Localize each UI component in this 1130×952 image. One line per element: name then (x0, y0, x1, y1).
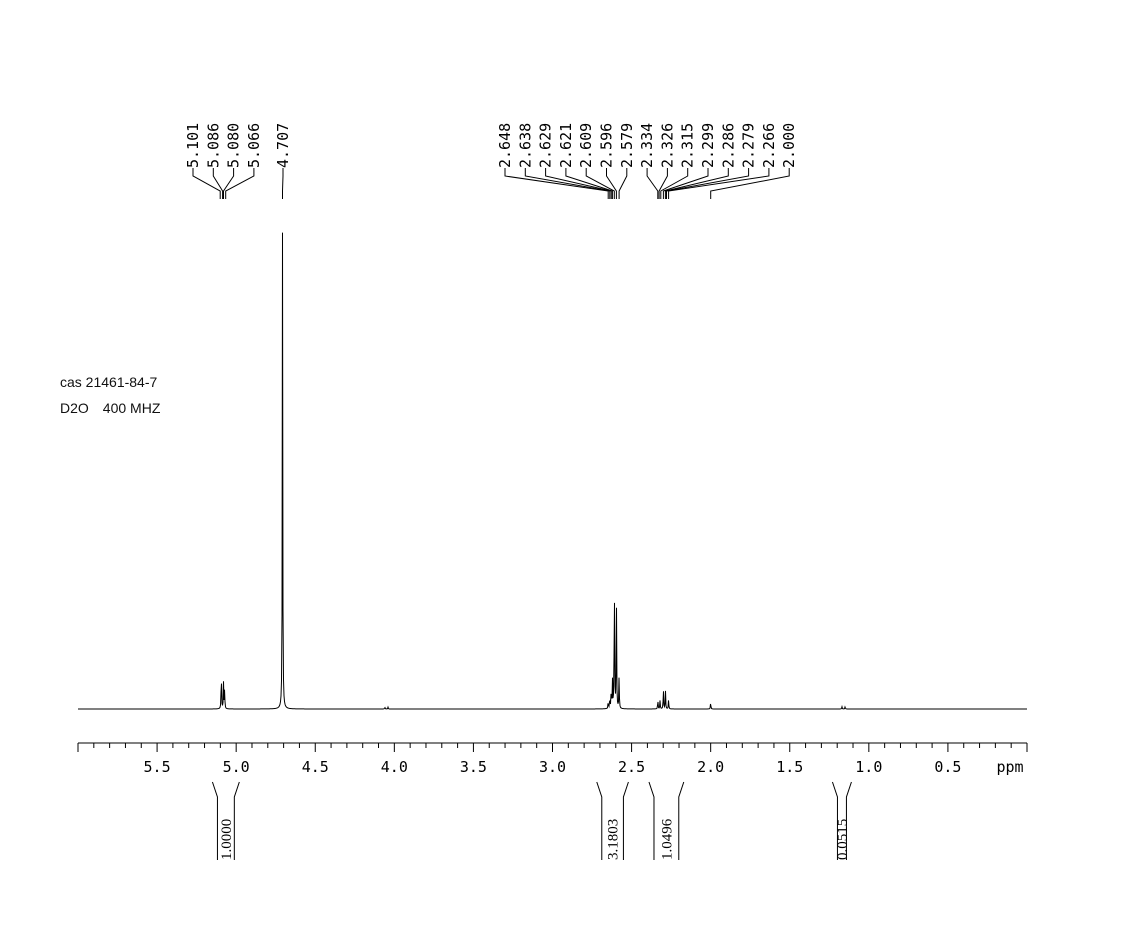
x-tick-label: 2.5 (618, 758, 645, 776)
peak-label: 2.621 (557, 123, 575, 168)
x-axis-unit-label: ppm (996, 758, 1023, 776)
peak-label-leader (524, 168, 611, 199)
x-tick-label: 0.5 (934, 758, 961, 776)
x-tick-label: 1.5 (776, 758, 803, 776)
peak-label-group: 5.101 5.086 5.080 5.066 4.707 2.648 2.638 2.629… (184, 123, 798, 199)
peak-label-leader (282, 168, 284, 199)
ppm-axis: 5.5 5.0 4.5 4.0 3.5 3.0 2.5 2.0 1.5 1.0 0.5 ppm (77, 742, 1028, 776)
peak-label-leader (666, 168, 750, 199)
peak-label: 2.579 (618, 123, 636, 168)
peak-label: 5.066 (245, 123, 263, 168)
peak-label: 2.000 (780, 123, 798, 168)
integral-value: 1.0496 (659, 818, 675, 860)
peak-label-leader (618, 168, 628, 199)
integral-bracket-left (648, 781, 655, 860)
peak-label: 2.279 (740, 123, 758, 168)
integral-bracket-left (211, 781, 218, 860)
peak-label-leader (606, 168, 617, 199)
x-tick-label: 5.5 (144, 758, 171, 776)
integral-bracket-right (233, 781, 240, 860)
peak-label: 2.629 (537, 123, 555, 168)
peak-label-leader (668, 168, 770, 199)
peak-label-leader (192, 168, 221, 199)
peak-label: 2.596 (598, 123, 616, 168)
x-tick-label: 4.5 (302, 758, 329, 776)
peak-label-leader (504, 168, 609, 199)
peak-label: 2.266 (760, 123, 778, 168)
peak-label-leader (223, 168, 235, 199)
peak-label-leader (565, 168, 613, 199)
x-tick-label: 2.0 (697, 758, 724, 776)
sample-cas-label: cas 21461-84-7 (60, 374, 158, 390)
peak-label-leader (664, 168, 729, 199)
peak-label-leader (646, 168, 659, 199)
peak-label-leader (585, 168, 615, 199)
peak-label-leader (662, 168, 709, 199)
x-tick-label: 3.5 (460, 758, 487, 776)
peak-label: 2.299 (699, 123, 717, 168)
peak-label: 5.086 (204, 123, 222, 168)
peak-label: 5.101 (184, 123, 202, 168)
integral-bracket-left (831, 781, 838, 860)
peak-label: 2.315 (679, 123, 697, 168)
x-tick-label: 5.0 (223, 758, 250, 776)
integral-bracket-right (845, 781, 852, 860)
integral-group: 1.0000 3.1803 1.0496 0.0515 (211, 781, 852, 860)
integral-value: 0.0515 (835, 819, 851, 860)
x-tick-label: 4.0 (381, 758, 408, 776)
x-tick-label: 1.0 (855, 758, 882, 776)
integral-bracket-left (596, 781, 603, 860)
solvent-label: D2O (60, 400, 89, 416)
peak-label: 4.707 (274, 123, 292, 168)
peak-label: 2.326 (658, 123, 676, 168)
peak-label-leader (710, 168, 790, 199)
peak-label-leader (660, 168, 689, 199)
peak-label: 2.334 (638, 123, 656, 168)
sample-conditions: D2O 400 MHZ (60, 400, 160, 416)
spectrum-line (78, 232, 1027, 710)
peak-label: 2.648 (496, 123, 514, 168)
peak-label: 5.080 (225, 123, 243, 168)
frequency-label: 400 MHZ (102, 400, 161, 416)
integral-bracket-right (678, 781, 685, 860)
integral-value: 3.1803 (606, 819, 622, 860)
peak-label-leader (212, 168, 224, 199)
peak-label: 2.638 (516, 123, 534, 168)
peak-label: 2.286 (719, 123, 737, 168)
x-tick-label: 3.0 (539, 758, 566, 776)
peak-label: 2.609 (577, 123, 595, 168)
integral-value: 1.0000 (219, 819, 235, 860)
peak-label-leader (225, 168, 255, 199)
spectrum-trace-group (78, 232, 1027, 710)
integral-bracket-right (622, 781, 629, 860)
peak-label-leader (658, 168, 668, 199)
peak-label-leader (545, 168, 612, 199)
